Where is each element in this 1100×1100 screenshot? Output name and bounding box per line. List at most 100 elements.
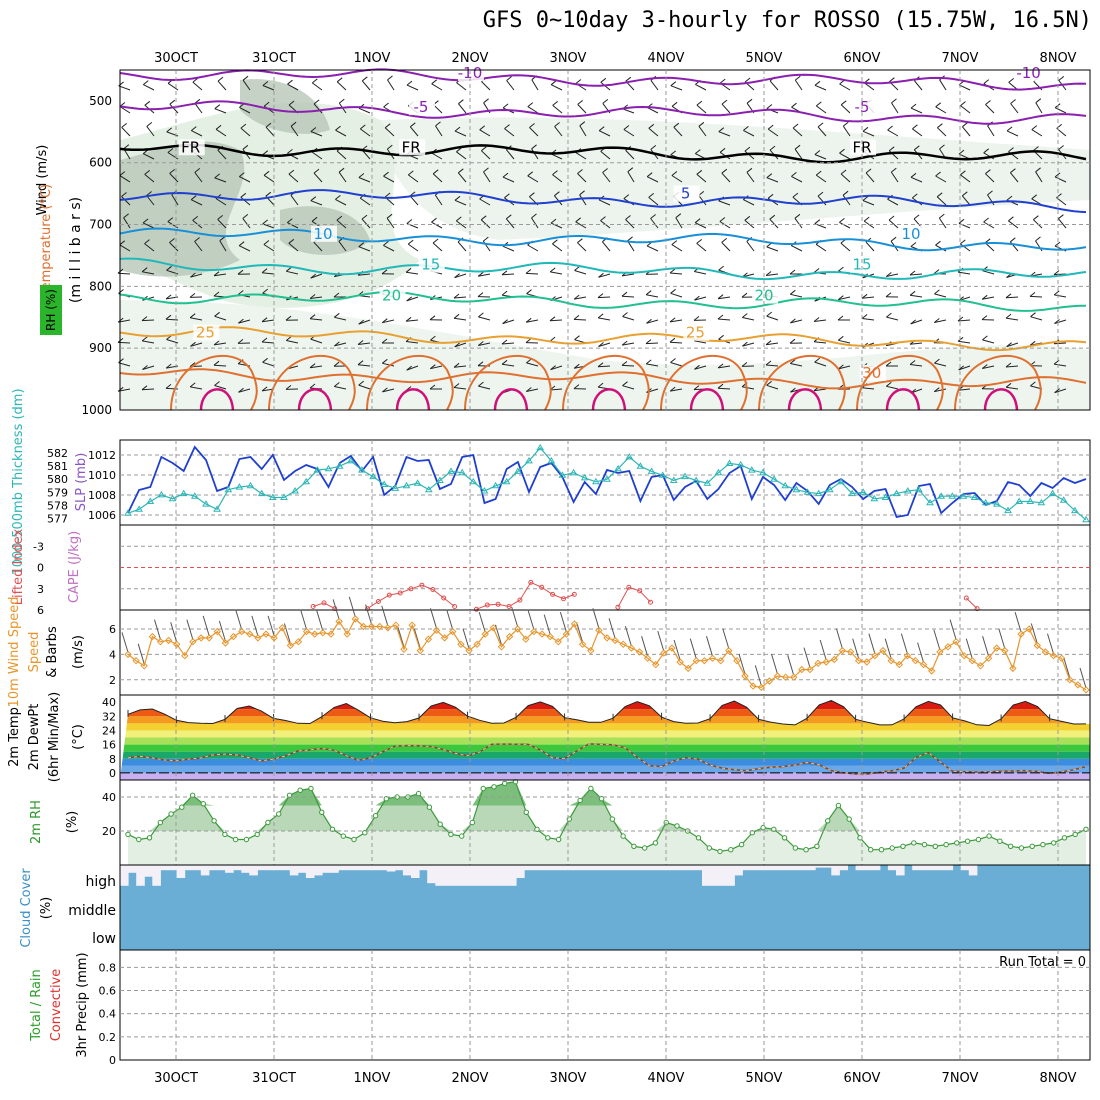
wind10-barb	[1014, 611, 1022, 633]
wind-barb	[190, 317, 203, 321]
cloud-high-gap	[726, 865, 735, 886]
wind-barb-flag	[479, 125, 486, 131]
wind-barb-flag	[381, 269, 388, 275]
isotherm-35-cell	[493, 388, 529, 411]
wind-barb	[261, 341, 275, 344]
wind-barb	[338, 171, 347, 183]
wind10-marker	[814, 659, 822, 668]
wind10-barb	[543, 614, 551, 635]
wind-barb-flag	[213, 291, 220, 297]
wind-barb	[550, 365, 563, 371]
cloud-high-gap	[411, 865, 420, 878]
wind-barb-flag	[598, 272, 604, 278]
wind10-barb	[673, 639, 681, 661]
wind-barb	[886, 385, 899, 390]
wind-barb	[817, 195, 827, 206]
wind-barb-flag	[837, 315, 844, 321]
thickness-marker	[135, 505, 143, 512]
cloud-high-gap	[120, 865, 129, 886]
isotherm-label-bg	[1016, 65, 1043, 82]
wind10-tick-label: 6	[109, 623, 116, 636]
wind10-marker	[725, 646, 733, 655]
thickness-marker	[892, 489, 901, 497]
wind-barb-flag	[721, 238, 728, 243]
thickness-marker	[413, 479, 422, 486]
wind-barb-flag	[719, 78, 726, 84]
wind-barb	[694, 365, 707, 370]
wind-barb	[481, 81, 491, 91]
wind-barb-flag	[381, 338, 388, 344]
isotherm-30-cell	[464, 354, 552, 411]
wind10-barb	[1063, 657, 1071, 678]
wind-barb-flag	[1031, 125, 1038, 130]
wind-barb-flag	[670, 358, 676, 363]
rh2m-axis-label: 2m RH	[29, 800, 44, 844]
wind10-speed-label: Speed	[27, 632, 42, 673]
rh2m-marker	[943, 841, 949, 848]
wind-barb-flag	[119, 171, 126, 176]
wind-barb-flag	[121, 192, 127, 197]
cloud-high-gap	[314, 865, 323, 876]
wind10-marker	[262, 630, 270, 638]
wind-barb	[194, 241, 203, 252]
wind10-marker	[944, 643, 952, 651]
isotherm-label-bg	[683, 324, 710, 341]
wind-barb	[622, 273, 635, 277]
wind-barb-flag	[554, 191, 560, 197]
wind-barb	[358, 273, 371, 276]
wind-barb-flag	[453, 293, 460, 299]
chart-title: GFS 0~10day 3-hourly for ROSSO (15.75W, …	[482, 8, 1092, 33]
wind-barb-flag	[1033, 146, 1039, 151]
wind-barb-flag	[1030, 381, 1036, 387]
isotherm-label: FR	[181, 138, 200, 156]
rh2m-marker	[222, 831, 228, 838]
wind-barb-flag	[645, 359, 652, 365]
wind10-marker	[384, 624, 392, 632]
wind-barb	[335, 129, 347, 137]
wind-barb	[910, 342, 923, 345]
wind-barb	[910, 364, 923, 367]
wind-barb-flag	[1058, 214, 1064, 220]
wind10-marker	[968, 656, 977, 665]
wind-barb	[602, 172, 611, 183]
wind-barb-flag	[504, 124, 510, 129]
wind-barb-flag	[527, 171, 534, 177]
bottom-date-label: 30OCT	[154, 1071, 198, 1086]
cloud-high-gap	[233, 865, 242, 871]
wind-barb	[839, 152, 851, 160]
rh2m-marker	[717, 848, 723, 855]
wind-barb-flag	[142, 365, 148, 370]
wind10-marker	[505, 632, 514, 641]
wind-barb-flag	[984, 238, 991, 244]
wind10-barb	[592, 608, 600, 629]
wind-barb	[215, 198, 227, 206]
thickness-marker	[725, 459, 734, 466]
wind-barb	[934, 319, 947, 323]
wind-barb-flag	[265, 191, 272, 197]
wind-barb-flag	[838, 364, 844, 370]
wind-barb	[552, 174, 563, 183]
wind10-marker	[578, 640, 587, 649]
wind-barb-flag	[814, 357, 821, 363]
wind-barb	[310, 365, 323, 369]
wind-barb	[721, 242, 731, 252]
wind-barb-flag	[789, 359, 796, 364]
wind-barb-flag	[814, 150, 821, 155]
rh2m-area-high	[128, 781, 1086, 806]
isotherm-30-cell	[856, 354, 944, 411]
wind-barb-flag	[577, 169, 583, 174]
cloud-high-gap	[225, 865, 234, 873]
wind-barb-flag	[263, 101, 270, 107]
wind-barb-flag	[1054, 172, 1061, 178]
wind-barb	[382, 362, 395, 367]
rh2m-marker	[997, 838, 1003, 844]
thickness-marker	[369, 472, 377, 480]
wind-barb-flag	[842, 121, 849, 127]
wind10-marker	[952, 637, 960, 646]
wind-barb	[622, 342, 635, 346]
wind10-marker	[554, 637, 563, 646]
wind-barb	[454, 199, 467, 206]
temp2m-tick-label: 16	[102, 739, 116, 752]
wind-barb-flag	[938, 213, 945, 219]
wind10-barb	[1030, 623, 1038, 644]
